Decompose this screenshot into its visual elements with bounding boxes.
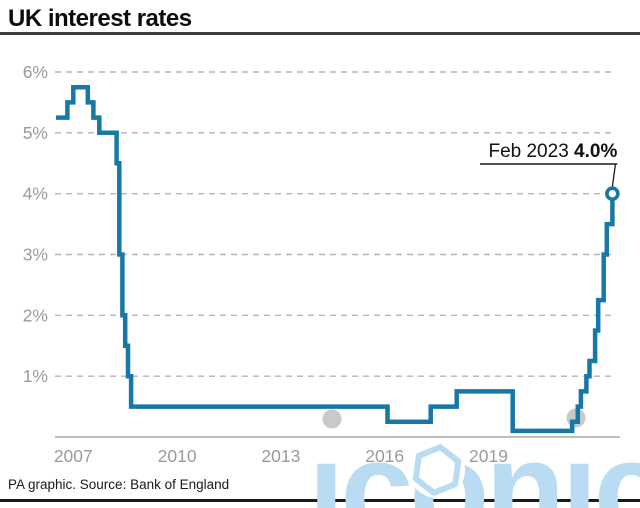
- annotation-leader-line: [611, 164, 617, 187]
- y-tick-label: 4%: [23, 184, 48, 204]
- watermark-text: ıconıc: [308, 414, 640, 508]
- gridlines: [55, 71, 612, 377]
- x-tick-label: 2019: [469, 446, 508, 466]
- source-note: PA graphic. Source: Bank of England: [8, 477, 230, 492]
- y-tick-label: 6%: [23, 62, 48, 82]
- x-tick-label: 2013: [261, 446, 300, 466]
- latest-value-marker: [605, 186, 620, 201]
- hexagon-logo-icon: [412, 444, 462, 496]
- x-tick-label: 2007: [54, 446, 93, 466]
- y-tick-label: 5%: [23, 123, 48, 143]
- x-axis-labels: 2007 2010 2013 2016 2019: [54, 446, 508, 466]
- x-tick-label: 2010: [158, 446, 197, 466]
- y-axis-labels: 1% 2% 3% 4% 5% 6%: [23, 62, 48, 386]
- rate-line-series: [56, 84, 615, 434]
- y-tick-label: 1%: [23, 366, 48, 386]
- title-divider: [0, 32, 640, 35]
- footer-divider: [0, 499, 640, 502]
- watermark-i-dot: [322, 409, 342, 429]
- y-tick-label: 2%: [23, 305, 48, 325]
- y-tick-label: 3%: [23, 245, 48, 265]
- x-tick-label: 2016: [365, 446, 404, 466]
- annotation-label: Feb 2023 4.0%: [488, 141, 617, 162]
- page-title: UK interest rates: [8, 5, 192, 32]
